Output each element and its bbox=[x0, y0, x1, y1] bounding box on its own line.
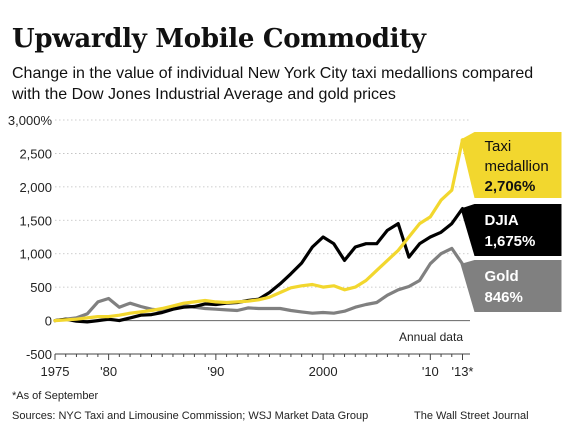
gold-end-label: Gold 846% bbox=[460, 260, 562, 312]
taxi-medallion-end-label: Taxi medallion 2,706% bbox=[460, 132, 562, 198]
chart-subtitle: Change in the value of individual New Yo… bbox=[12, 65, 534, 103]
djia-label-box bbox=[460, 204, 562, 256]
djia-label-text: DJIA bbox=[484, 212, 518, 229]
end-labels: Taxi medallion 2,706% DJIA 1,675% Gold 846% bbox=[460, 132, 562, 312]
series-layer bbox=[53, 138, 465, 324]
gold-label-text: Gold bbox=[484, 268, 518, 285]
taxi-medallion-label-box bbox=[460, 132, 562, 198]
x-tick-label: '13* bbox=[451, 364, 473, 379]
annual-data-annotation: Annual data bbox=[399, 330, 463, 344]
taxi-medallion-label-text: 2,706% bbox=[484, 178, 535, 195]
x-tick-label: '10 bbox=[422, 364, 439, 379]
gold-label-text: 846% bbox=[484, 289, 522, 306]
chart-title: Upwardly Mobile Commodity bbox=[12, 24, 426, 54]
gold-line bbox=[53, 246, 465, 323]
x-tick-label: '90 bbox=[207, 364, 224, 379]
taxi-medallion-label-text: medallion bbox=[484, 158, 548, 175]
gold-label-box bbox=[460, 260, 562, 312]
y-tick-label: 1,000 bbox=[19, 247, 52, 262]
djia-label-text: 1,675% bbox=[484, 233, 535, 250]
x-tick-label: 1975 bbox=[41, 364, 70, 379]
y-tick-label: 0 bbox=[45, 314, 52, 329]
djia-end-label: DJIA 1,675% bbox=[460, 204, 562, 256]
x-tick-label: 2000 bbox=[309, 364, 338, 379]
y-tick-label: 500 bbox=[30, 280, 52, 295]
y-tick-label: 2,500 bbox=[19, 146, 52, 161]
y-tick-label: 1,500 bbox=[19, 213, 52, 228]
y-tick-label: -500 bbox=[26, 347, 52, 362]
publisher-credit: The Wall Street Journal bbox=[414, 410, 529, 422]
y-axis-labels: 3,000% 2,500 2,000 1,500 1,000 500 0 -500 bbox=[8, 113, 53, 362]
x-axis: 1975 '80 '90 2000 '10 '13* bbox=[41, 353, 474, 379]
sources-line: Sources: NYC Taxi and Limousine Commissi… bbox=[12, 410, 369, 422]
footnote: *As of September bbox=[12, 390, 99, 402]
y-tick-label: 3,000% bbox=[8, 113, 53, 128]
taxi-medallion-label-text: Taxi bbox=[484, 138, 511, 155]
y-tick-label: 2,000 bbox=[19, 180, 52, 195]
taxi-medallion-line bbox=[53, 138, 465, 323]
x-tick-label: '80 bbox=[100, 364, 117, 379]
